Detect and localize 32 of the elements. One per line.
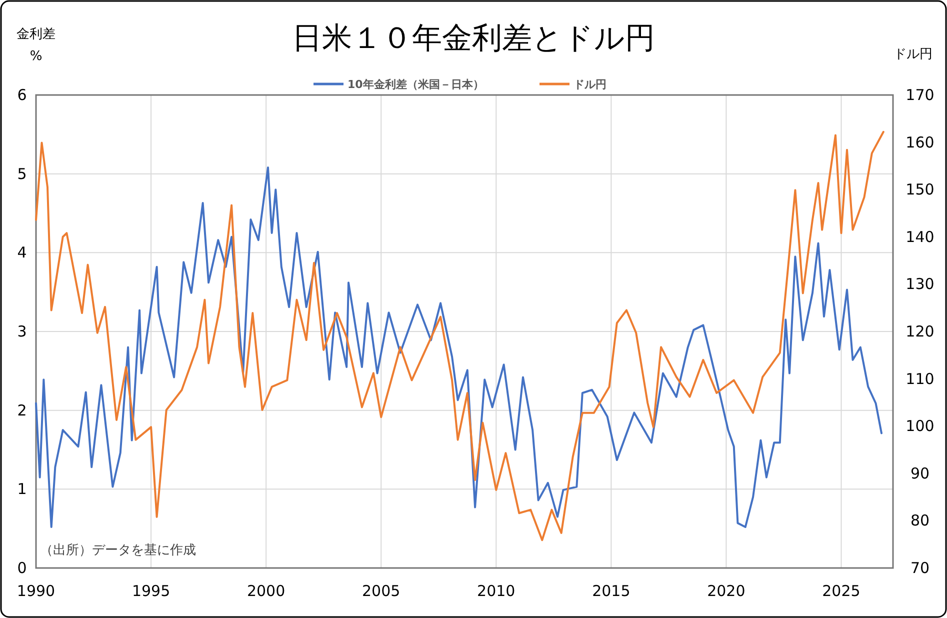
legend-label: ドル円: [574, 78, 606, 91]
y2-tick-label: 120: [906, 322, 934, 340]
y-tick-label: 5: [17, 164, 27, 183]
y2-tick-label: 70: [910, 559, 930, 577]
y-tick-label: 0: [17, 559, 27, 577]
y2-tick-label: 150: [906, 180, 934, 199]
x-tick-label: 2025: [822, 582, 860, 600]
chart-title: 日米１０年金利差とドル円: [292, 21, 655, 56]
x-tick-label: 2010: [477, 582, 516, 600]
y2-axis-title: ドル円: [894, 47, 932, 62]
y-tick-label: 4: [17, 244, 27, 262]
x-tick-label: 2000: [246, 582, 286, 600]
y2-tick-label: 130: [906, 275, 934, 294]
x-tick-label: 2005: [362, 582, 400, 600]
x-tick-label: 2020: [707, 582, 746, 600]
y2-tick-label: 90: [910, 464, 930, 482]
y-tick-label: 3: [17, 322, 27, 340]
y2-tick-label: 100: [906, 417, 934, 436]
x-tick-label: 2015: [592, 582, 630, 600]
y-tick-label: 1: [17, 480, 27, 498]
y-tick-label: 2: [17, 401, 27, 420]
y2-tick-label: 140: [906, 228, 934, 246]
x-tick-label: 1995: [132, 582, 170, 600]
annotation: （出所）データを基に作成: [40, 543, 196, 558]
x-tick-label: 1990: [16, 582, 56, 600]
y2-tick-label: 110: [906, 370, 934, 388]
y2-tick-label: 170: [906, 86, 934, 104]
y-axis-title: 金利差 %: [16, 27, 56, 64]
legend-label: 10年金利差（米国－日本）: [348, 78, 484, 91]
y2-tick-label: 80: [910, 512, 930, 530]
y2-tick-label: 160: [906, 133, 934, 152]
y-tick-label: 6: [17, 86, 27, 104]
